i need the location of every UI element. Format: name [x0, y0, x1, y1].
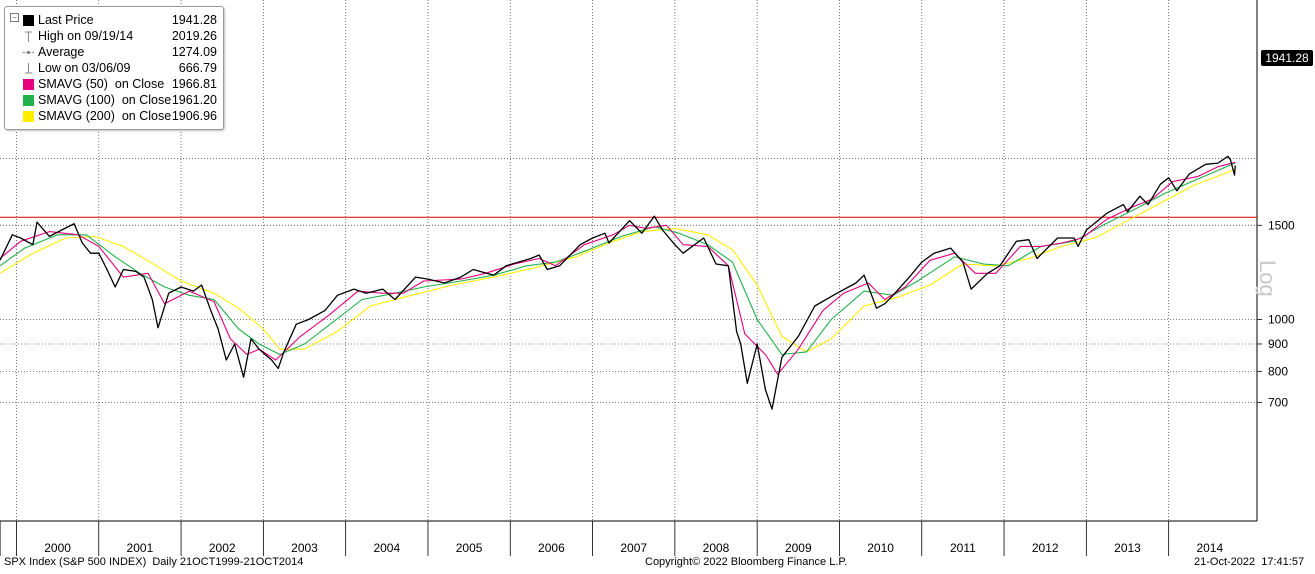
x-tick-label: 2006 — [538, 541, 565, 555]
square-icon — [23, 111, 34, 122]
x-tick-label: 2012 — [1032, 541, 1059, 555]
legend-item: Low on 03/06/09 666.79 — [5, 60, 223, 76]
legend-label: SMAVG (100) on Close — [38, 93, 172, 107]
legend-value: 1274.09 — [171, 45, 217, 59]
x-tick-label: 2011 — [950, 541, 976, 555]
x-tick-label: 2014 — [1196, 541, 1223, 555]
chart-legend: − Last Price 1941.28 High on 09/19/14 2019.… — [4, 6, 224, 130]
series-line-sma200 — [0, 168, 1236, 353]
average-line-icon — [23, 47, 34, 58]
footer-security: SPX Index (S&P 500 INDEX) Daily 21OCT199… — [4, 556, 304, 568]
legend-label: SMAVG (50) on Close — [38, 77, 165, 91]
series-line-sma50 — [0, 161, 1236, 375]
legend-value: 1966.81 — [171, 77, 217, 91]
legend-label: Last Price — [38, 13, 94, 27]
x-tick-label: 2003 — [291, 541, 318, 555]
legend-item: Average 1274.09 — [5, 44, 223, 60]
x-tick-label: 2013 — [1114, 541, 1141, 555]
legend-value: 1961.20 — [171, 93, 217, 107]
legend-value: 1941.28 — [171, 13, 217, 27]
last-price-badge: 1941.28 — [1261, 50, 1313, 66]
series-line-sma100 — [0, 162, 1236, 356]
legend-value: 2019.26 — [171, 29, 217, 43]
legend-item: SMAVG (50) on Close 1966.81 — [5, 76, 223, 92]
square-icon — [23, 15, 34, 26]
x-tick-label: 2002 — [209, 541, 236, 555]
x-tick-label: 2004 — [373, 541, 400, 555]
y-tick-label: 1500 — [1268, 218, 1295, 232]
square-icon — [23, 79, 34, 90]
x-tick-label: 2000 — [44, 541, 71, 555]
x-tick-label: 2001 — [127, 541, 154, 555]
y-tick-label: 700 — [1268, 395, 1288, 409]
low-marker-icon — [23, 63, 34, 74]
legend-label: Average — [38, 45, 85, 59]
legend-item: High on 09/19/14 2019.26 — [5, 28, 223, 44]
collapse-icon[interactable]: − — [10, 13, 19, 22]
x-tick-label: 2007 — [620, 541, 647, 555]
high-marker-icon — [23, 31, 34, 42]
footer-copyright: Copyright© 2022 Bloomberg Finance L.P. — [645, 556, 848, 568]
legend-item: SMAVG (100) on Close 1961.20 — [5, 92, 223, 108]
x-axis: 2000 2001 2002 2003 2004 2005 2006 2007 2008 2009… — [16, 521, 1223, 556]
y-tick-label: 900 — [1268, 337, 1288, 351]
legend-label: Low on 03/06/09 — [38, 61, 131, 75]
legend-value: 1906.96 — [171, 109, 217, 123]
legend-label: High on 09/19/14 — [38, 29, 134, 43]
legend-item: Last Price 1941.28 — [5, 12, 223, 28]
y-tick-label: 1000 — [1268, 313, 1295, 327]
square-icon — [23, 95, 34, 106]
x-tick-label: 2008 — [703, 541, 730, 555]
y-axis: 700 800 900 1000 1500 — [1257, 218, 1295, 409]
chart-grid — [0, 0, 1258, 556]
x-tick-label: 2010 — [867, 541, 894, 555]
legend-label: SMAVG (200) on Close — [38, 109, 172, 123]
legend-item: SMAVG (200) on Close 1906.96 — [5, 108, 223, 124]
series-lines — [0, 155, 1236, 410]
legend-value: 666.79 — [178, 61, 217, 75]
y-tick-label: 800 — [1268, 364, 1288, 378]
x-tick-label: 2005 — [456, 541, 483, 555]
log-scale-label: Log — [1255, 260, 1280, 297]
series-line-price — [0, 155, 1236, 410]
footer-timestamp: 21-Oct-2022 17:41:57 — [1194, 556, 1305, 568]
x-tick-label: 2009 — [785, 541, 812, 555]
